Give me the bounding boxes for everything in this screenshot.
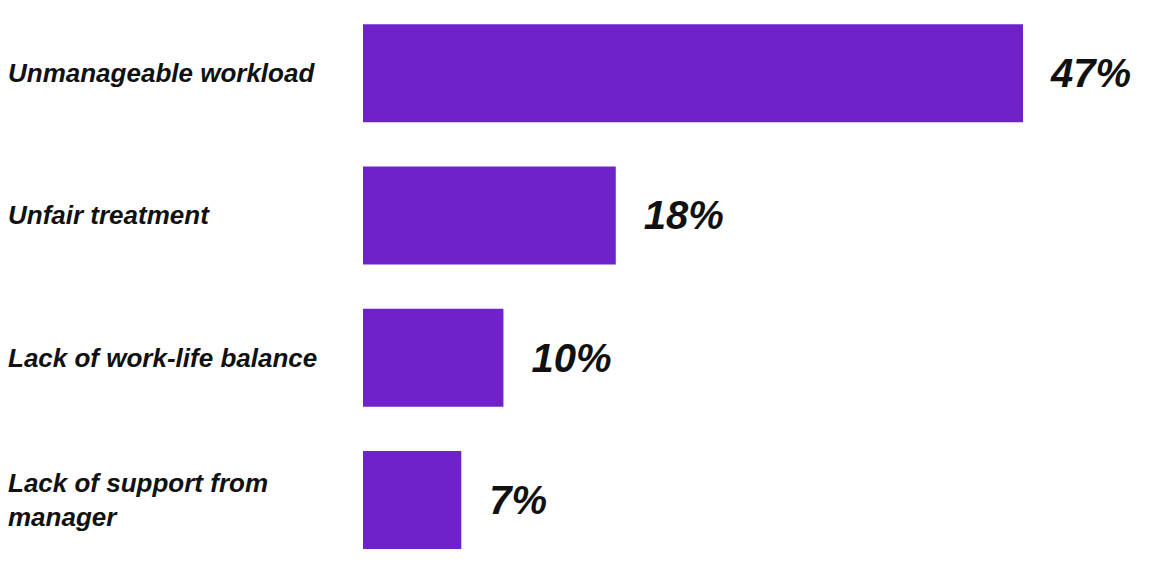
svg-text:Unfair treatment: Unfair treatment [8,200,210,230]
svg-text:7%: 7% [489,478,547,522]
svg-text:10%: 10% [531,336,611,380]
svg-text:Unmanageable workload: Unmanageable workload [8,58,315,88]
svg-text:Lack of support from: Lack of support from [8,468,275,498]
svg-text:47%: 47% [1050,51,1131,95]
svg-text:Lack of work-life balance: Lack of work-life balance [8,343,317,373]
svg-text:manager: manager [8,502,118,532]
svg-text:18%: 18% [644,193,724,237]
